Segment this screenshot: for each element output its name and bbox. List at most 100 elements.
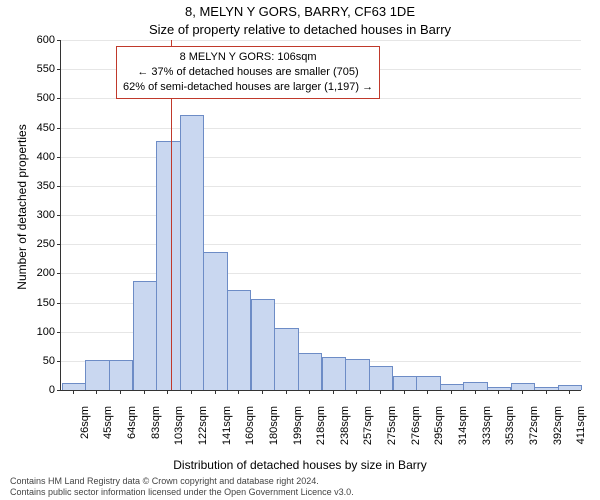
bar — [133, 281, 157, 390]
x-tick-mark — [380, 390, 381, 394]
y-tick-mark — [57, 244, 61, 245]
y-axis-label: Number of detached properties — [15, 57, 29, 357]
y-tick-mark — [57, 98, 61, 99]
x-tick-label: 122sqm — [197, 400, 209, 456]
x-tick-label: 276sqm — [410, 400, 422, 456]
grid-line — [61, 40, 581, 41]
x-tick-mark — [427, 390, 428, 394]
x-tick-label: 295sqm — [433, 400, 445, 456]
y-tick-label: 450 — [37, 122, 55, 134]
annotation-line-1: 8 MELYN Y GORS: 106sqm — [180, 51, 317, 63]
x-tick-mark — [309, 390, 310, 394]
x-tick-label: 314sqm — [457, 400, 469, 456]
bar — [558, 385, 582, 390]
bar — [203, 252, 227, 390]
y-tick-mark — [57, 128, 61, 129]
bar — [85, 360, 109, 390]
y-tick-mark — [57, 273, 61, 274]
y-tick-label: 350 — [37, 180, 55, 192]
x-tick-mark — [546, 390, 547, 394]
y-tick-mark — [57, 303, 61, 304]
bar — [109, 360, 133, 390]
x-tick-label: 45sqm — [102, 400, 114, 456]
y-tick-mark — [57, 69, 61, 70]
grid-line — [61, 273, 581, 274]
y-tick-mark — [57, 215, 61, 216]
bar — [156, 141, 180, 390]
x-tick-mark — [286, 390, 287, 394]
annotation-line-3: 62% of semi-detached houses are larger (… — [123, 81, 373, 93]
bar — [511, 383, 535, 390]
x-tick-mark — [522, 390, 523, 394]
x-tick-label: 372sqm — [528, 400, 540, 456]
grid-line — [61, 128, 581, 129]
x-tick-mark — [238, 390, 239, 394]
x-tick-mark — [73, 390, 74, 394]
y-tick-label: 0 — [49, 384, 55, 396]
y-tick-mark — [57, 361, 61, 362]
x-tick-label: 199sqm — [292, 400, 304, 456]
x-tick-mark — [120, 390, 121, 394]
x-tick-mark — [191, 390, 192, 394]
x-tick-label: 218sqm — [315, 400, 327, 456]
y-tick-label: 500 — [37, 92, 55, 104]
y-tick-mark — [57, 390, 61, 391]
x-tick-label: 257sqm — [362, 400, 374, 456]
x-tick-mark — [404, 390, 405, 394]
grid-line — [61, 215, 581, 216]
x-tick-mark — [144, 390, 145, 394]
annotation-box: 8 MELYN Y GORS: 106sqm ← 37% of detached … — [116, 46, 380, 99]
x-tick-label: 64sqm — [126, 400, 138, 456]
x-tick-mark — [451, 390, 452, 394]
x-tick-mark — [333, 390, 334, 394]
x-tick-label: 411sqm — [575, 400, 587, 456]
y-tick-mark — [57, 157, 61, 158]
bar — [534, 387, 558, 390]
y-tick-label: 150 — [37, 297, 55, 309]
x-tick-label: 103sqm — [173, 400, 185, 456]
title-line-2: Size of property relative to detached ho… — [0, 22, 600, 37]
x-tick-mark — [215, 390, 216, 394]
bar — [62, 383, 86, 390]
footer-line-2: Contains public sector information licen… — [10, 487, 354, 497]
x-tick-label: 160sqm — [244, 400, 256, 456]
grid-line — [61, 157, 581, 158]
y-tick-label: 300 — [37, 209, 55, 221]
bar — [180, 115, 204, 390]
grid-line — [61, 186, 581, 187]
bar — [393, 376, 417, 390]
plot-area: 05010015020025030035040045050055060026sq… — [60, 40, 581, 391]
x-tick-mark — [96, 390, 97, 394]
x-tick-label: 392sqm — [552, 400, 564, 456]
x-tick-label: 180sqm — [268, 400, 280, 456]
y-tick-label: 400 — [37, 151, 55, 163]
y-tick-mark — [57, 40, 61, 41]
figure: 8, MELYN Y GORS, BARRY, CF63 1DE Size of… — [0, 0, 600, 500]
footer-line-1: Contains HM Land Registry data © Crown c… — [10, 476, 319, 486]
title-line-1: 8, MELYN Y GORS, BARRY, CF63 1DE — [0, 4, 600, 19]
x-tick-mark — [569, 390, 570, 394]
x-tick-label: 83sqm — [150, 400, 162, 456]
bar — [251, 299, 275, 390]
grid-line — [61, 244, 581, 245]
x-tick-mark — [356, 390, 357, 394]
y-tick-mark — [57, 332, 61, 333]
y-tick-label: 550 — [37, 63, 55, 75]
bar — [298, 353, 322, 390]
x-tick-mark — [262, 390, 263, 394]
bar — [322, 357, 346, 390]
x-tick-mark — [475, 390, 476, 394]
x-tick-label: 333sqm — [481, 400, 493, 456]
bar — [416, 376, 440, 390]
x-tick-label: 141sqm — [221, 400, 233, 456]
x-axis-label: Distribution of detached houses by size … — [0, 458, 600, 472]
annotation-line-2: ← 37% of detached houses are smaller (70… — [137, 66, 358, 78]
y-tick-label: 600 — [37, 34, 55, 46]
y-tick-label: 100 — [37, 326, 55, 338]
bar — [274, 328, 298, 390]
bar — [369, 366, 393, 390]
x-tick-label: 353sqm — [504, 400, 516, 456]
x-tick-label: 275sqm — [386, 400, 398, 456]
bar — [345, 359, 369, 390]
y-tick-mark — [57, 186, 61, 187]
